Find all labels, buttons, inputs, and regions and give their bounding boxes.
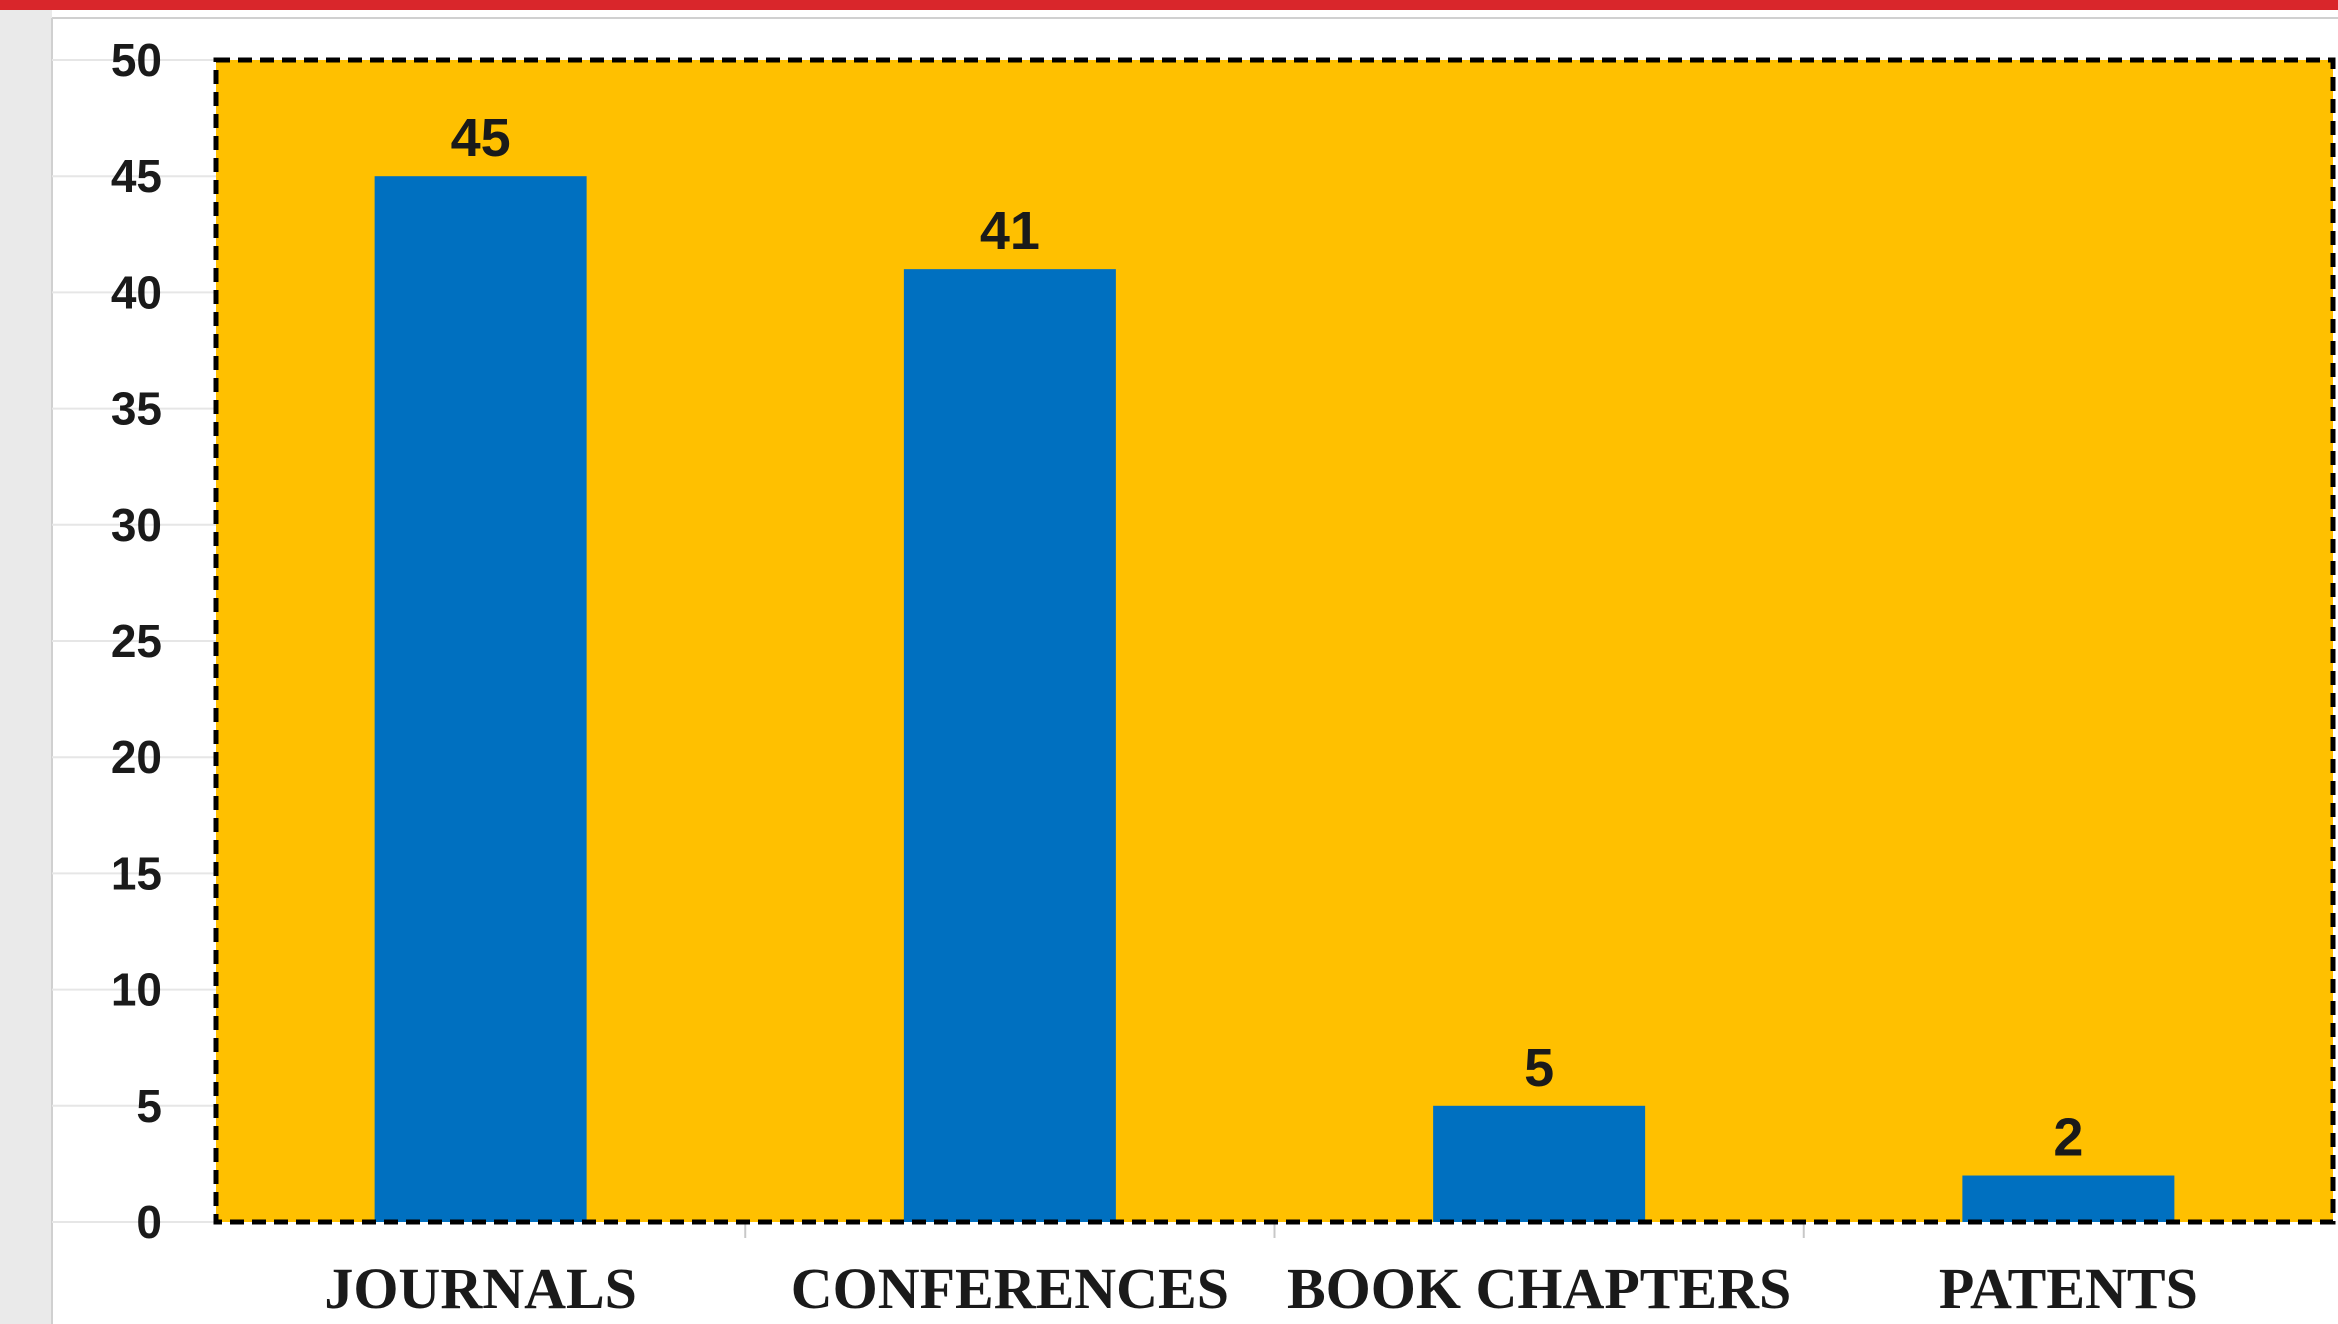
- bar-patents: [1962, 1175, 2175, 1222]
- y-tick-label: 5: [136, 1080, 162, 1132]
- y-tick-label: 15: [111, 847, 162, 899]
- plot-border: [213, 57, 2336, 1225]
- x-category-label: CONFERENCES: [791, 1256, 1229, 1321]
- bar-journals: [374, 176, 587, 1223]
- y-tick-label: 10: [111, 964, 162, 1016]
- data-label: 41: [980, 201, 1040, 261]
- y-tick-label: 25: [111, 615, 162, 667]
- bar-conferences: [903, 269, 1116, 1222]
- y-tick-label: 45: [111, 150, 162, 202]
- x-category-label: PATENTS: [1939, 1256, 2198, 1321]
- y-tick-label: 40: [111, 266, 162, 318]
- bar-book-chapters: [1433, 1105, 1646, 1222]
- y-tick-label: 35: [111, 383, 162, 435]
- left-edge-strip: [0, 10, 52, 1324]
- x-category-label: JOURNALS: [324, 1256, 637, 1321]
- y-tick-label: 0: [136, 1196, 162, 1248]
- y-tick-label: 30: [111, 499, 162, 551]
- y-tick-label: 20: [111, 731, 162, 783]
- y-tick-label: 50: [111, 34, 162, 86]
- data-label: 5: [1524, 1038, 1554, 1098]
- plot-area: 0510152025303540455045JOURNALS41CONFEREN…: [52, 34, 2336, 1321]
- x-category-label: BOOK CHAPTERS: [1287, 1256, 1791, 1321]
- top-accent-stripe: [0, 0, 2338, 10]
- data-label: 45: [451, 108, 511, 168]
- data-label: 2: [2053, 1108, 2083, 1168]
